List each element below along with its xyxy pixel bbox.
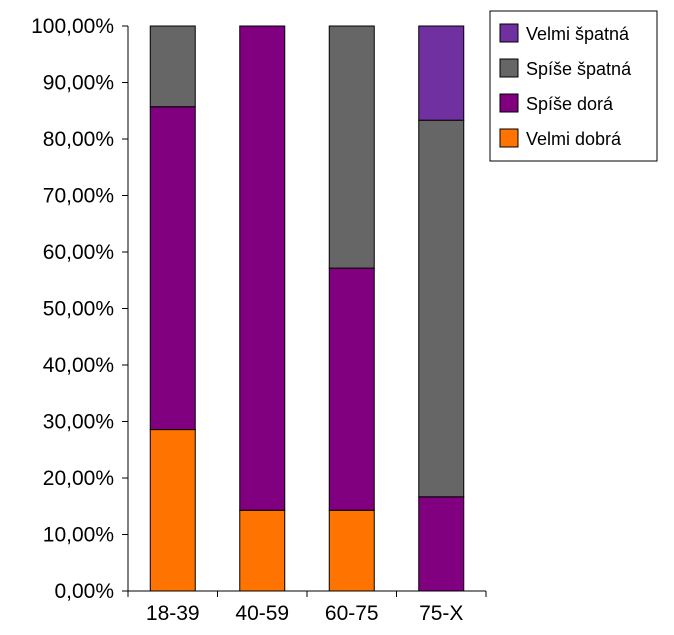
y-tick-label: 90,00% bbox=[43, 72, 114, 95]
legend-label: Spíše dorá bbox=[526, 94, 614, 114]
y-tick-label: 40,00% bbox=[43, 354, 114, 377]
x-tick-label: 18-39 bbox=[146, 602, 200, 625]
y-tick-label: 30,00% bbox=[43, 411, 114, 434]
legend-swatch bbox=[499, 58, 519, 78]
legend-swatch bbox=[499, 128, 519, 148]
legend-label: Velmi dobrá bbox=[526, 129, 622, 149]
axes-layer: 0,00% 10,00% 20,00% 30,00% 40,00% 50,00% 60,00… bbox=[31, 15, 487, 625]
x-tick-label: 60-75 bbox=[325, 602, 379, 625]
legend-label: Velmi špatná bbox=[526, 24, 630, 44]
legend: Velmi špatná Spíše špatná Spíše dorá Velmi … bbox=[489, 10, 658, 162]
y-tick-label: 10,00% bbox=[43, 524, 114, 547]
legend-swatch bbox=[499, 23, 519, 43]
y-tick-label: 0,00% bbox=[54, 580, 114, 603]
x-tick-label: 40-59 bbox=[235, 602, 289, 625]
x-tick-label: 75-X bbox=[419, 602, 463, 625]
y-tick-label: 100,00% bbox=[31, 15, 114, 38]
bar-segment bbox=[328, 267, 375, 511]
y-tick-label: 60,00% bbox=[43, 241, 114, 264]
bar-segment bbox=[149, 106, 196, 431]
bar-segment bbox=[149, 429, 196, 592]
legend-label: Spíše špatná bbox=[526, 59, 632, 79]
bar-segment bbox=[418, 25, 465, 121]
bar-segment bbox=[418, 496, 465, 592]
bar-segment bbox=[328, 25, 375, 269]
y-tick-label: 70,00% bbox=[43, 185, 114, 208]
y-tick-label: 80,00% bbox=[43, 128, 114, 151]
bar-segment bbox=[239, 25, 286, 511]
y-tick-label: 20,00% bbox=[43, 467, 114, 490]
bar-segment bbox=[418, 119, 465, 498]
bar-segment bbox=[328, 509, 375, 592]
bar-segment bbox=[149, 25, 196, 108]
bar-segment bbox=[239, 509, 286, 592]
bars-layer bbox=[149, 25, 465, 592]
y-tick-label: 50,00% bbox=[43, 298, 114, 321]
legend-swatch bbox=[499, 93, 519, 113]
